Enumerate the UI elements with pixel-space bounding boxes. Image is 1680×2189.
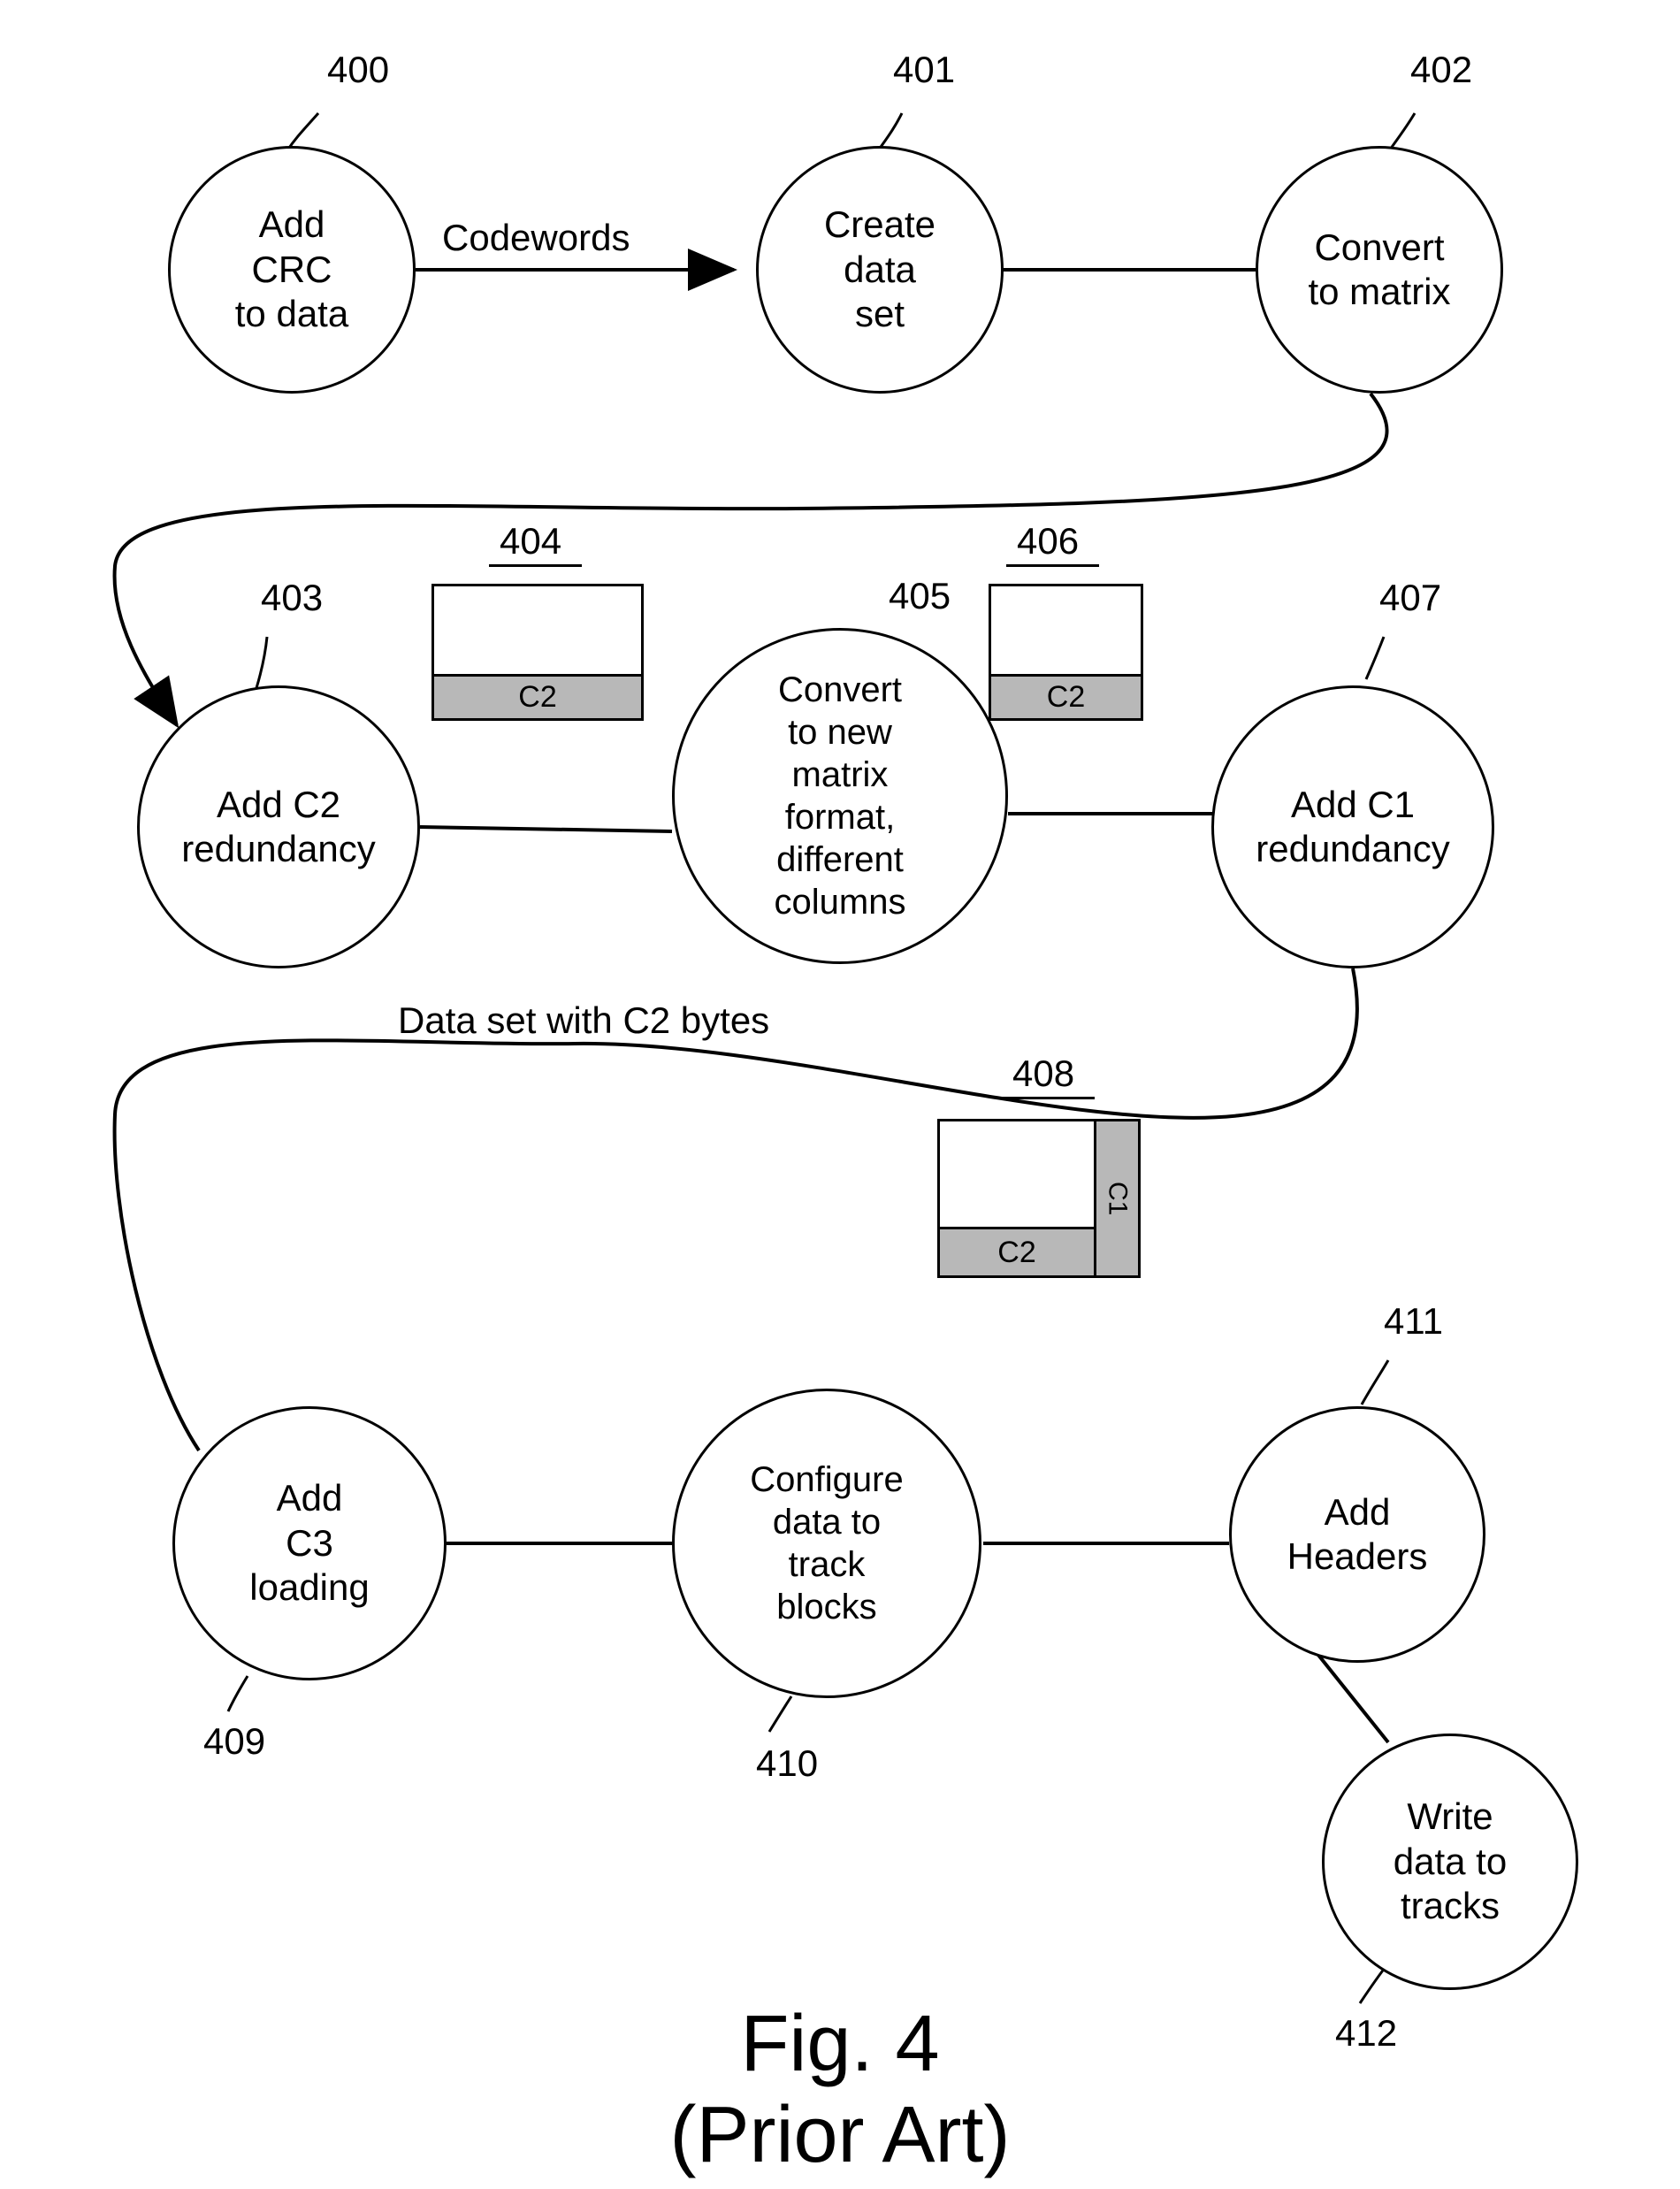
diagram-canvas: AddCRCto data Createdataset Convertto ma… — [0, 0, 1680, 2189]
edge-label-codewords: Codewords — [442, 217, 630, 259]
node-label: Createdataset — [824, 203, 935, 336]
node-label: AddHeaders — [1287, 1490, 1428, 1580]
node-configure-track-blocks: Configuredata totrackblocks — [672, 1389, 981, 1698]
leader-407 — [1366, 637, 1384, 679]
node-label: Add C1redundancy — [1256, 783, 1450, 872]
ref-408: 408 — [1012, 1052, 1074, 1095]
node-add-c2-redundancy: Add C2redundancy — [137, 685, 420, 968]
ref-408-underline — [1002, 1097, 1095, 1099]
ref-404: 404 — [500, 520, 561, 563]
mini-diagram-404: C2 — [431, 584, 644, 721]
figure-caption-line1: Fig. 4 — [740, 2000, 939, 2088]
mini-404-c2-band: C2 — [434, 674, 641, 718]
mini-diagram-406: C2 — [989, 584, 1143, 721]
node-label: Add C2redundancy — [181, 783, 376, 872]
mini-diagram-408: C1 C2 — [937, 1119, 1141, 1278]
ref-405: 405 — [889, 575, 951, 617]
node-add-headers: AddHeaders — [1229, 1406, 1485, 1663]
leader-400 — [287, 113, 318, 150]
leader-409 — [228, 1676, 248, 1711]
node-label: Convertto matrix — [1308, 226, 1450, 315]
ref-411: 411 — [1384, 1300, 1443, 1343]
ref-401: 401 — [893, 49, 955, 91]
node-add-crc: AddCRCto data — [168, 146, 416, 394]
edge-403-405 — [420, 827, 672, 831]
figure-caption: Fig. 4 (Prior Art) — [0, 1999, 1680, 2181]
node-write-data-to-tracks: Writedata totracks — [1322, 1734, 1578, 1990]
mini-406-c2-band: C2 — [991, 674, 1141, 718]
node-add-c1-redundancy: Add C1redundancy — [1211, 685, 1494, 968]
ref-410: 410 — [756, 1742, 818, 1785]
ref-409: 409 — [203, 1720, 265, 1763]
mini-408-c1-band: C1 — [1094, 1121, 1138, 1275]
node-create-data-set: Createdataset — [756, 146, 1004, 394]
ref-406-underline — [1006, 564, 1099, 567]
leader-410 — [769, 1696, 791, 1732]
ref-402: 402 — [1410, 49, 1472, 91]
mini-404-c2-label: C2 — [518, 680, 556, 715]
ref-403: 403 — [261, 577, 323, 619]
ref-407: 407 — [1379, 577, 1441, 619]
edge-411-412 — [1317, 1654, 1388, 1742]
edge-label-dataset-c2: Data set with C2 bytes — [398, 999, 769, 1042]
node-label: Writedata totracks — [1394, 1795, 1507, 1928]
mini-406-c2-label: C2 — [1047, 680, 1085, 715]
ref-400: 400 — [327, 49, 389, 91]
node-convert-to-matrix: Convertto matrix — [1256, 146, 1503, 394]
figure-caption-line2: (Prior Art) — [669, 2091, 1010, 2179]
leader-403 — [256, 637, 267, 688]
leader-411 — [1362, 1360, 1388, 1404]
mini-408-c2-label: C2 — [997, 1236, 1035, 1270]
node-convert-new-matrix: Convertto newmatrixformat,differentcolum… — [672, 628, 1008, 964]
node-label: AddCRCto data — [235, 203, 348, 336]
node-label: Configuredata totrackblocks — [750, 1458, 903, 1628]
node-add-c3-loading: AddC3loading — [172, 1406, 447, 1680]
ref-406: 406 — [1017, 520, 1079, 563]
node-label: Convertto newmatrixformat,differentcolum… — [775, 669, 906, 923]
ref-404-underline — [489, 564, 582, 567]
mini-408-c2-band: C2 — [940, 1227, 1094, 1275]
mini-408-c1-label: C1 — [1103, 1182, 1133, 1215]
node-label: AddC3loading — [249, 1476, 369, 1610]
